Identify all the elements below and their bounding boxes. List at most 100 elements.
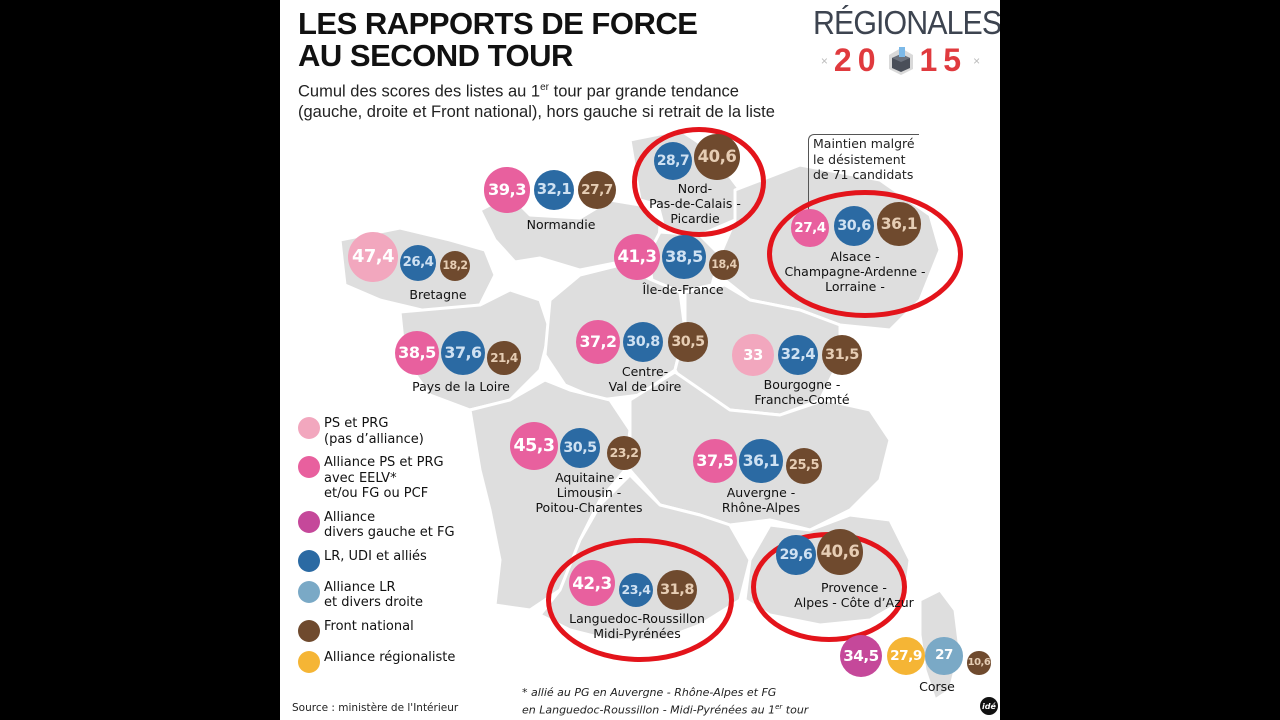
region-label-line: Pas-de-Calais - (649, 196, 741, 211)
highlight-ring-occitanie (546, 538, 734, 662)
score-bubble: 28,7 (653, 141, 693, 181)
region-label-line: Val de Loire (608, 379, 682, 394)
callout-line-1: Maintien malgré (813, 136, 915, 151)
footnote-line-1: * allié au PG en Auvergne - Rhône-Alpes … (522, 686, 777, 699)
score-bubble: 47,4 (348, 232, 398, 282)
legend-label-line: Alliance LR (324, 579, 396, 595)
score-bubble: 27 (925, 637, 963, 675)
score-bubble: 27,7 (578, 171, 616, 209)
legend-item: Alliance régionaliste (298, 650, 455, 673)
legend-swatch-icon (298, 549, 320, 572)
subtitle-sup: er (540, 82, 550, 93)
legend-label: Alliance régionaliste (324, 650, 455, 666)
region-label-line: Alsace - (830, 249, 880, 264)
score-bubble: 38,5 (394, 330, 440, 376)
score-bubble: 18,4 (708, 249, 740, 281)
logo-word: RÉGIONALES (813, 4, 1000, 41)
region-label-line: Bretagne (409, 287, 467, 302)
footnote-sup: er (775, 703, 783, 711)
score-bubble: 27,9 (886, 636, 925, 675)
region-label-line: Pays de la Loire (412, 379, 510, 394)
logo-year-left: 20 (833, 42, 882, 78)
legend-swatch-icon (298, 510, 320, 533)
region-label-line: Provence - (821, 580, 887, 595)
region-label-line: Champagne-Ardenne - (784, 264, 926, 279)
score-bubble: 31,8 (656, 569, 698, 611)
infographic-panel: LES RAPPORTS DE FORCE AU SECOND TOUR Cum… (280, 0, 1000, 720)
legend-item: LR, UDI et alliés (298, 549, 455, 572)
legend-label-line: Alliance régionaliste (324, 649, 456, 665)
cross-icon: × (973, 53, 981, 68)
region-label: Bretagne (409, 287, 466, 302)
highlight-ring-grand-est (767, 190, 963, 318)
region-label-line: Rhône-Alpes (721, 500, 801, 515)
region-label: Normandie (527, 217, 596, 232)
score-bubble: 30,6 (834, 206, 874, 246)
title-line-2: AU SECOND TOUR (298, 38, 573, 73)
region-label: Auvergne - Rhône-Alpes (722, 485, 800, 515)
score-bubble: 37,2 (576, 320, 620, 364)
region-label-line: Île-de-France (642, 282, 724, 297)
legend-label-line: et divers droite (324, 595, 424, 610)
legend-item: Alliance divers gauche et FG (298, 510, 455, 541)
region-label-line: Alpes - Côte d’Azur (794, 595, 914, 610)
subtitle-text: tour par grande tendance (549, 82, 739, 101)
legend-label-line: avec EELV* (324, 470, 397, 486)
region-label-line: Aquitaine - (555, 470, 623, 485)
source-note: Source : ministère de l'Intérieur (292, 702, 459, 714)
score-bubble: 38,5 (661, 234, 707, 280)
legend-label-line: LR, UDI et alliés (324, 548, 427, 564)
score-bubble: 33 (732, 334, 774, 376)
legend-label: PS et PRG (pas d’alliance) (324, 416, 424, 447)
score-bubble: 30,5 (668, 322, 708, 362)
score-bubble: 31,5 (821, 334, 863, 376)
legend-swatch-icon (298, 619, 320, 642)
footnote-text: en Languedoc-Roussillon - Midi-Pyrénées … (522, 703, 776, 717)
legend-label-line: divers gauche et FG (324, 525, 455, 540)
region-label-line: Limousin - (556, 485, 622, 500)
ballot-box-icon (888, 46, 913, 75)
score-bubble: 36,1 (877, 202, 921, 246)
score-bubble: 30,8 (623, 322, 663, 362)
title-line-1: LES RAPPORTS DE FORCE (298, 6, 698, 41)
legend-label: Alliance divers gauche et FG (324, 510, 455, 541)
score-bubble: 26,4 (399, 244, 437, 282)
legend-label-line: Alliance PS et PRG (324, 455, 444, 470)
regionales-logo: RÉGIONALES × 20 15 × (813, 4, 1000, 79)
legend-label-line: PS et PRG (324, 416, 389, 431)
region-label-line: Lorraine - (825, 279, 885, 294)
region-label-line: Picardie (670, 211, 720, 226)
score-bubble: 41,3 (613, 233, 661, 281)
callout-line (808, 134, 919, 211)
ide-logo-icon: idé (980, 697, 998, 715)
score-bubble: 40,6 (694, 134, 740, 180)
legend-swatch-icon (298, 456, 320, 478)
score-bubble: 40,6 (817, 529, 863, 575)
score-bubble: 18,2 (439, 250, 471, 282)
legend-item: PS et PRG (pas d’alliance) (298, 416, 455, 447)
page-title: LES RAPPORTS DE FORCE AU SECOND TOUR (298, 6, 698, 73)
region-label: Île-de-France (642, 282, 723, 297)
region-label-line: Languedoc-Roussillon (569, 611, 705, 626)
legend-label-line: Front national (324, 618, 414, 634)
region-label: Languedoc-Roussillon Midi-Pyrénées (569, 611, 705, 641)
region-label-line: Nord- (677, 181, 713, 196)
region-label-line: Centre- (621, 364, 669, 379)
score-bubble: 32,1 (533, 169, 575, 211)
legend-swatch-icon (298, 650, 320, 673)
region-label-line: Corse (919, 679, 955, 694)
region-label-line: Poitou-Charentes (535, 500, 643, 515)
legend-item: Front national (298, 619, 455, 642)
region-label: Corse (919, 679, 955, 694)
region-label-line: Auvergne - (726, 485, 796, 500)
score-bubble: 29,6 (776, 535, 816, 575)
footnote: * allié au PG en Auvergne - Rhône-Alpes … (522, 686, 808, 718)
score-bubble: 36,1 (739, 439, 783, 483)
subtitle: Cumul des scores des listes au 1er tour … (298, 78, 775, 122)
region-label-line: Bourgogne - (763, 377, 841, 392)
score-bubble: 23,4 (618, 572, 654, 608)
cross-icon: × (820, 53, 828, 68)
score-bubble: 25,5 (785, 447, 823, 485)
score-bubble: 45,3 (509, 421, 559, 471)
highlight-ring-nord (632, 127, 766, 237)
